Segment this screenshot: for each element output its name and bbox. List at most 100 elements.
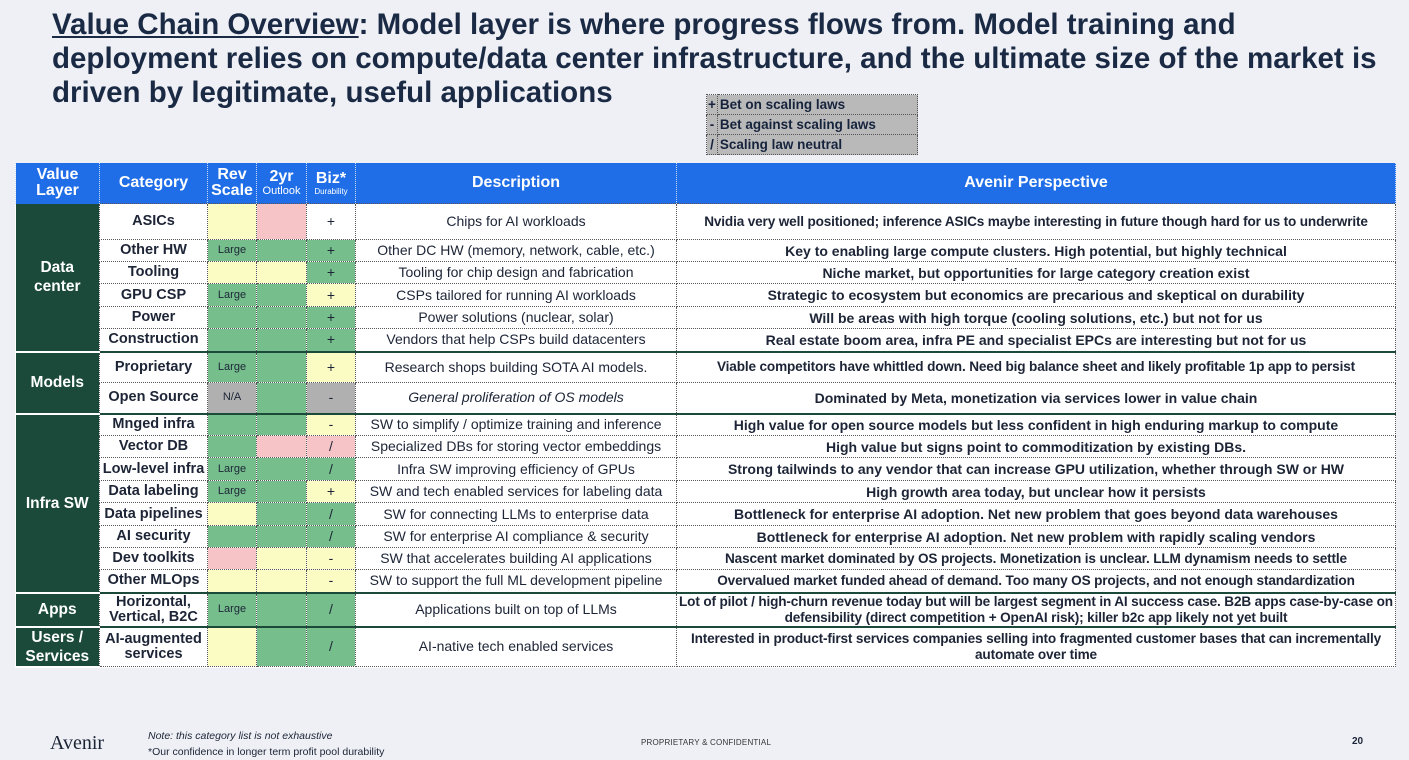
biz-durability-cell: + bbox=[306, 203, 356, 240]
rev-scale-cell bbox=[207, 306, 257, 329]
legend-label: Bet on scaling laws bbox=[716, 94, 919, 115]
biz-durability-cell: + bbox=[306, 350, 356, 383]
biz-durability-cell: / bbox=[306, 502, 356, 526]
category-cell: ASICs bbox=[99, 203, 208, 240]
rev-scale-cell: Large bbox=[207, 480, 257, 503]
title-underlined: Value Chain Overview bbox=[52, 8, 359, 41]
perspective-cell: High growth area today, but unclear how … bbox=[676, 480, 1396, 503]
category-cell: Power bbox=[99, 306, 208, 329]
biz-durability-cell: - bbox=[306, 382, 356, 414]
header-perspective: Avenir Perspective bbox=[676, 163, 1396, 204]
biz-durability-cell: / bbox=[306, 625, 356, 667]
rev-scale-cell bbox=[207, 261, 257, 284]
perspective-cell: Strategic to ecosystem but economics are… bbox=[676, 283, 1396, 307]
biz-durability-cell: + bbox=[306, 480, 356, 503]
rev-scale-cell bbox=[207, 502, 257, 526]
description-cell: Other DC HW (memory, network, cable, etc… bbox=[355, 239, 677, 262]
table-row: Apps Horizontal, Vertical, B2C Large / Appli… bbox=[15, 591, 1396, 628]
value-layer-cell: Users / Services bbox=[15, 625, 100, 668]
value-layer-cell: Data center bbox=[15, 203, 100, 353]
legend-row: + Bet on scaling laws bbox=[706, 94, 919, 115]
rev-scale-cell bbox=[207, 412, 257, 436]
rev-scale-cell bbox=[207, 569, 257, 593]
outlook-cell bbox=[256, 261, 307, 284]
value-layer-cell: Apps bbox=[15, 591, 100, 628]
rev-scale-cell bbox=[207, 547, 257, 570]
outlook-cell bbox=[256, 382, 307, 414]
category-cell: Other MLOps bbox=[99, 569, 208, 593]
outlook-cell bbox=[256, 435, 307, 458]
confidential-label: PROPRIETARY & CONFIDENTIAL bbox=[641, 738, 772, 747]
perspective-cell: Nvidia very well positioned; inference A… bbox=[676, 203, 1396, 240]
biz-durability-cell: / bbox=[306, 591, 356, 627]
rev-scale-cell: Large bbox=[207, 350, 257, 383]
description-cell: SW that accelerates building AI applicat… bbox=[355, 547, 677, 570]
perspective-cell: Viable competitors have whittled down. N… bbox=[676, 350, 1396, 383]
category-cell: Tooling bbox=[99, 261, 208, 284]
description-cell: Specialized DBs for storing vector embed… bbox=[355, 435, 677, 458]
rev-scale-cell: Large bbox=[207, 591, 257, 627]
biz-durability-cell: - bbox=[306, 412, 356, 436]
perspective-cell: Bottleneck for enterprise AI adoption. N… bbox=[676, 502, 1396, 526]
legend-symbol: - bbox=[706, 114, 718, 135]
perspective-cell: Strong tailwinds to any vendor that can … bbox=[676, 457, 1396, 481]
biz-durability-cell: + bbox=[306, 239, 356, 262]
rev-scale-cell: N/A bbox=[207, 382, 257, 414]
description-cell: Chips for AI workloads bbox=[355, 203, 677, 240]
category-cell: AI-augmented services bbox=[99, 625, 208, 667]
table-row: Other HW Large + Other DC HW (memory, netwo… bbox=[16, 239, 1396, 262]
table-row: Power + Power solutions (nuclear, solar) Wi… bbox=[16, 306, 1396, 329]
description-cell: Infra SW improving efficiency of GPUs bbox=[355, 457, 677, 481]
avenir-logo: Avenir bbox=[50, 732, 105, 754]
biz-durability-cell: / bbox=[306, 457, 356, 481]
header-rev-scale: Rev Scale bbox=[207, 163, 257, 204]
category-cell: Other HW bbox=[99, 239, 208, 262]
perspective-cell: High value but signs point to commoditiz… bbox=[676, 435, 1396, 458]
category-cell: Mnged infra bbox=[99, 412, 208, 436]
outlook-cell bbox=[256, 569, 307, 593]
perspective-cell: Key to enabling large compute clusters. … bbox=[676, 239, 1396, 262]
biz-durability-cell: - bbox=[306, 547, 356, 570]
value-chain-table: Value Layer Category Rev Scale 2yr Outlook… bbox=[15, 163, 1396, 668]
table-row: Models Proprietary Large + Research shops bu… bbox=[15, 350, 1396, 415]
outlook-cell bbox=[256, 203, 307, 240]
header-description: Description bbox=[355, 163, 677, 204]
category-cell: Low-level infra bbox=[99, 457, 208, 481]
table-row: Tooling + Tooling for chip design and fabr… bbox=[16, 261, 1396, 284]
perspective-cell: Real estate boom area, infra PE and spec… bbox=[676, 328, 1396, 352]
biz-durability-cell: + bbox=[306, 328, 356, 352]
category-cell: Open Source bbox=[99, 382, 208, 414]
table-row: GPU CSP Large + CSPs tailored for running A… bbox=[16, 283, 1396, 307]
description-cell: General proliferation of OS models bbox=[355, 382, 677, 414]
table-row: Infra SW Mnged infra - SW to simplify / opt… bbox=[15, 412, 1396, 594]
outlook-cell bbox=[256, 525, 307, 548]
rev-scale-cell bbox=[207, 328, 257, 352]
outlook-cell bbox=[256, 283, 307, 307]
outlook-cell bbox=[256, 502, 307, 526]
perspective-cell: Nascent market dominated by OS projects.… bbox=[676, 547, 1396, 570]
perspective-cell: Will be areas with high torque (cooling … bbox=[676, 306, 1396, 329]
legend-symbol: + bbox=[706, 94, 718, 115]
rev-scale-cell bbox=[207, 435, 257, 458]
rev-scale-cell bbox=[207, 625, 257, 667]
perspective-cell: Niche market, but opportunities for larg… bbox=[676, 261, 1396, 284]
rev-scale-cell: Large bbox=[207, 239, 257, 262]
rev-scale-cell bbox=[207, 525, 257, 548]
perspective-cell: Bottleneck for enterprise AI adoption. N… bbox=[676, 525, 1396, 548]
legend-symbol: / bbox=[706, 134, 718, 155]
biz-durability-cell: / bbox=[306, 525, 356, 548]
outlook-cell bbox=[256, 591, 307, 627]
footer-notes: Note: this category list is not exhausti… bbox=[148, 728, 384, 760]
description-cell: SW to support the full ML development pi… bbox=[355, 569, 677, 593]
category-cell: Construction bbox=[99, 328, 208, 352]
description-cell: Applications built on top of LLMs bbox=[355, 591, 677, 627]
category-cell: Vector DB bbox=[99, 435, 208, 458]
category-cell: Data pipelines bbox=[99, 502, 208, 526]
table-row: Data pipelines / SW for connecting LLMs to… bbox=[16, 502, 1396, 526]
perspective-cell: Dominated by Meta, monetization via serv… bbox=[676, 382, 1396, 414]
perspective-cell: Lot of pilot / high-churn revenue today … bbox=[676, 591, 1396, 627]
page-number: 20 bbox=[1352, 736, 1364, 747]
outlook-cell bbox=[256, 457, 307, 481]
header-category: Category bbox=[99, 163, 208, 204]
description-cell: Vendors that help CSPs build datacenters bbox=[355, 328, 677, 352]
